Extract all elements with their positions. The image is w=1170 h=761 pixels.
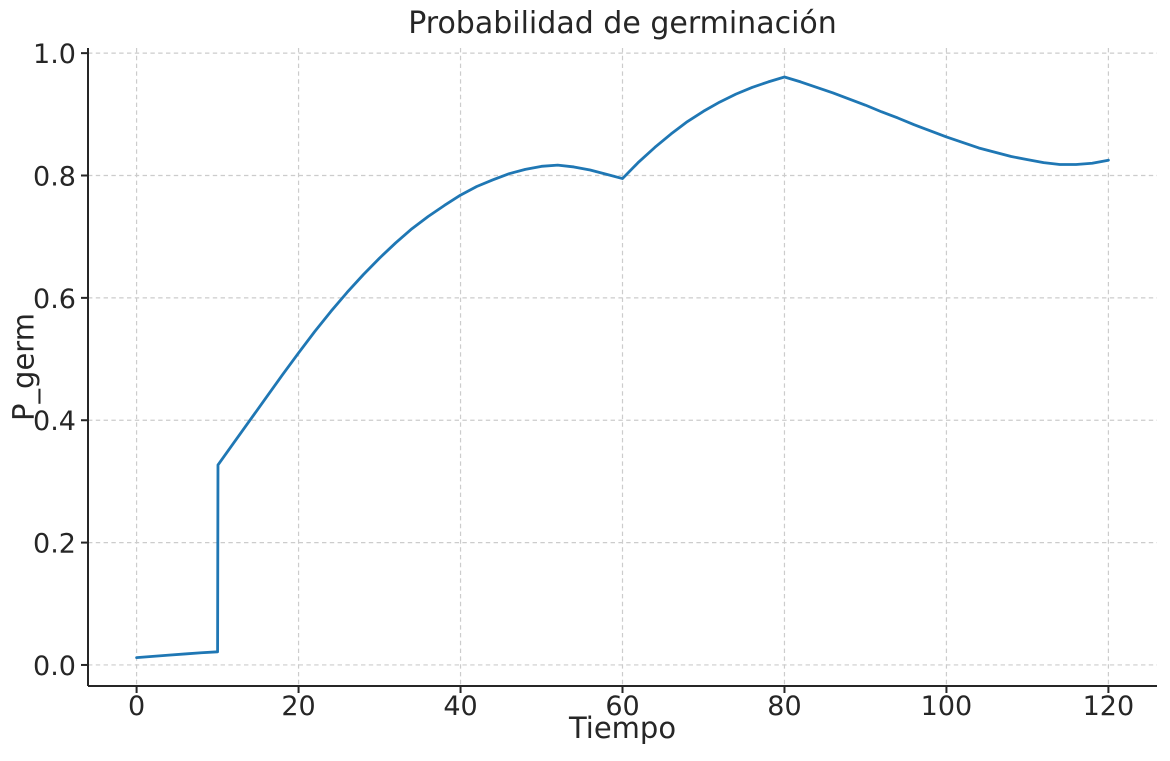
x-tick-label: 40 bbox=[443, 691, 477, 722]
x-axis-label: Tiempo bbox=[568, 711, 677, 745]
y-tick-label: 0.2 bbox=[33, 529, 76, 560]
x-tick-label: 120 bbox=[1083, 691, 1135, 722]
y-tick-label: 0.0 bbox=[33, 651, 76, 682]
y-tick-label: 0.6 bbox=[33, 284, 76, 315]
x-tick-label: 0 bbox=[128, 691, 145, 722]
grid-lines bbox=[88, 48, 1157, 686]
x-tick-label: 60 bbox=[605, 691, 639, 722]
y-tick-label: 0.8 bbox=[33, 162, 76, 193]
x-tick-label: 80 bbox=[767, 691, 801, 722]
chart-title: Probabilidad de germinación bbox=[408, 6, 837, 41]
y-axis-ticks: 0.0 0.2 0.4 0.6 0.8 1.0 bbox=[33, 39, 88, 682]
x-axis-ticks: 0 20 40 60 80 100 120 bbox=[128, 686, 1134, 722]
y-tick-label: 0.4 bbox=[33, 406, 76, 437]
x-tick-label: 20 bbox=[281, 691, 315, 722]
y-tick-label: 1.0 bbox=[33, 39, 76, 70]
x-tick-label: 100 bbox=[921, 691, 973, 722]
plot-line bbox=[135, 75, 1110, 660]
y-axis-label: P_germ bbox=[6, 313, 41, 421]
